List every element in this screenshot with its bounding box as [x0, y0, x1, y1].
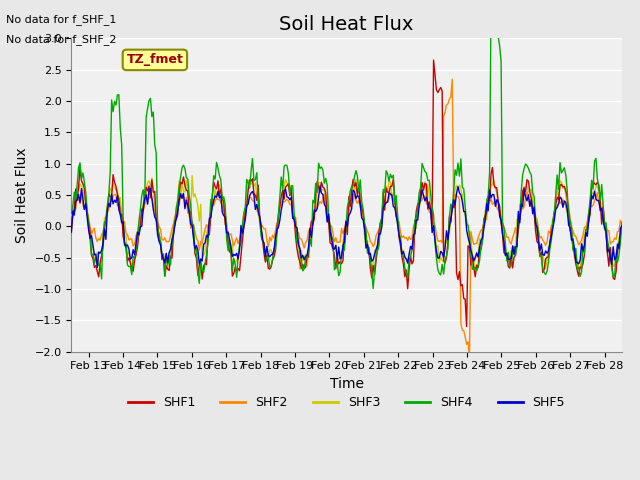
Y-axis label: Soil Heat Flux: Soil Heat Flux — [15, 147, 29, 243]
Legend: SHF1, SHF2, SHF3, SHF4, SHF5: SHF1, SHF2, SHF3, SHF4, SHF5 — [123, 391, 570, 414]
Text: No data for f_SHF_2: No data for f_SHF_2 — [6, 34, 117, 45]
Text: TZ_fmet: TZ_fmet — [127, 53, 183, 66]
Text: No data for f_SHF_1: No data for f_SHF_1 — [6, 14, 116, 25]
Title: Soil Heat Flux: Soil Heat Flux — [280, 15, 414, 34]
X-axis label: Time: Time — [330, 377, 364, 391]
